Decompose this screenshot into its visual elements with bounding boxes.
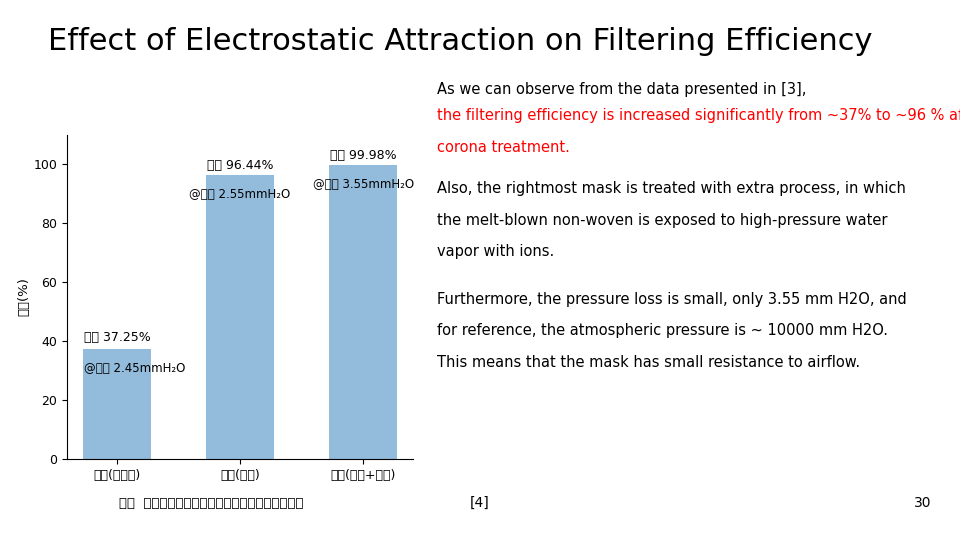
Text: Furthermore, the pressure loss is small, only 3.55 mm H2O, and: Furthermore, the pressure loss is small,… [437,292,906,307]
Text: the melt-blown non-woven is exposed to high-pressure water: the melt-blown non-woven is exposed to h… [437,213,887,228]
Text: @壓損 2.55mmH₂O: @壓損 2.55mmH₂O [189,188,291,201]
Bar [83,349,151,459]
Text: 30: 30 [914,496,931,510]
Text: Effect of Electrostatic Attraction on Filtering Efficiency: Effect of Electrostatic Attraction on Fi… [48,27,873,56]
Text: 圖二  紡織所燙噴不織布高效靜電濃材技術實驗結果: 圖二 紡織所燙噴不織布高效靜電濃材技術實驗結果 [119,497,303,510]
Text: @壓損 2.45mmH₂O: @壓損 2.45mmH₂O [84,362,185,375]
Text: This means that the mask has small resistance to airflow.: This means that the mask has small resis… [437,355,860,370]
Text: Also, the rightmost mask is treated with extra process, in which: Also, the rightmost mask is treated with… [437,181,905,196]
Text: the filtering efficiency is increased significantly from ~37% to ~96 % after: the filtering efficiency is increased si… [437,109,960,124]
Bar [206,175,274,459]
Text: corona treatment.: corona treatment. [437,140,569,155]
Y-axis label: 濃效(%): 濃效(%) [18,278,31,316]
Text: @壓損 3.55mmH₂O: @壓損 3.55mmH₂O [313,178,414,191]
Text: vapor with ions.: vapor with ions. [437,244,554,259]
Text: As we can observe from the data presented in [3],: As we can observe from the data presente… [437,82,811,97]
Text: 濃效 37.25%: 濃效 37.25% [84,331,151,344]
Text: 濃效 99.98%: 濃效 99.98% [330,148,396,161]
Bar [329,165,397,459]
Text: [4]: [4] [470,496,490,510]
Text: 濃效 96.44%: 濃效 96.44% [206,159,274,172]
Text: for reference, the atmospheric pressure is ~ 10000 mm H2O.: for reference, the atmospheric pressure … [437,323,888,339]
